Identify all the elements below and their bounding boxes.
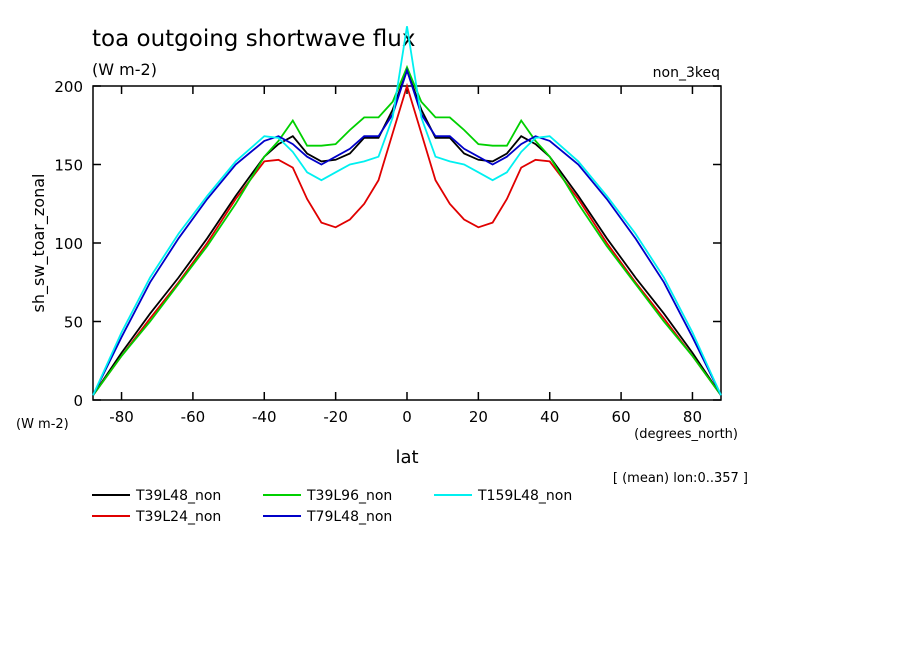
- legend-label: T39L48_non: [135, 488, 221, 504]
- series-line: [92, 82, 722, 396]
- series-line: [92, 26, 722, 396]
- series-line: [92, 64, 722, 396]
- y-axis-label: sh_sw_toar_zonal: [29, 174, 49, 313]
- annotation: non_3keq: [653, 65, 720, 81]
- series-line: [92, 67, 722, 396]
- chart-title: toa outgoing shortwave flux: [92, 26, 415, 52]
- y-units: (W m-2): [16, 417, 69, 432]
- y-tick-label: 150: [54, 157, 83, 175]
- y-tick-label: 100: [54, 235, 83, 253]
- y-tick-label: 50: [64, 314, 83, 332]
- x-tick-label: 60: [612, 408, 631, 426]
- legend-label: T39L96_non: [306, 488, 392, 504]
- x-tick-label: 20: [469, 408, 488, 426]
- x-units: (degrees_north): [634, 427, 738, 442]
- x-tick-label: 80: [683, 408, 702, 426]
- legend-label: T79L48_non: [306, 509, 392, 525]
- x-tick-label: 0: [402, 408, 412, 426]
- legend-label: T39L24_non: [135, 509, 221, 525]
- x-tick-label: -60: [181, 408, 206, 426]
- plot-frame: [92, 85, 722, 401]
- chart-subtitle: (W m-2): [92, 60, 157, 79]
- x-tick-label: -20: [323, 408, 348, 426]
- legend-label: T159L48_non: [477, 488, 572, 504]
- y-tick-label: 200: [54, 78, 83, 96]
- x-tick-label: 40: [540, 408, 559, 426]
- y-tick-label: 0: [73, 392, 83, 410]
- note: [ (mean) lon:0..357 ]: [613, 471, 748, 486]
- x-axis-label: lat: [395, 447, 418, 468]
- series-line: [92, 67, 722, 396]
- x-tick-label: -40: [252, 408, 277, 426]
- x-tick-label: -80: [109, 408, 134, 426]
